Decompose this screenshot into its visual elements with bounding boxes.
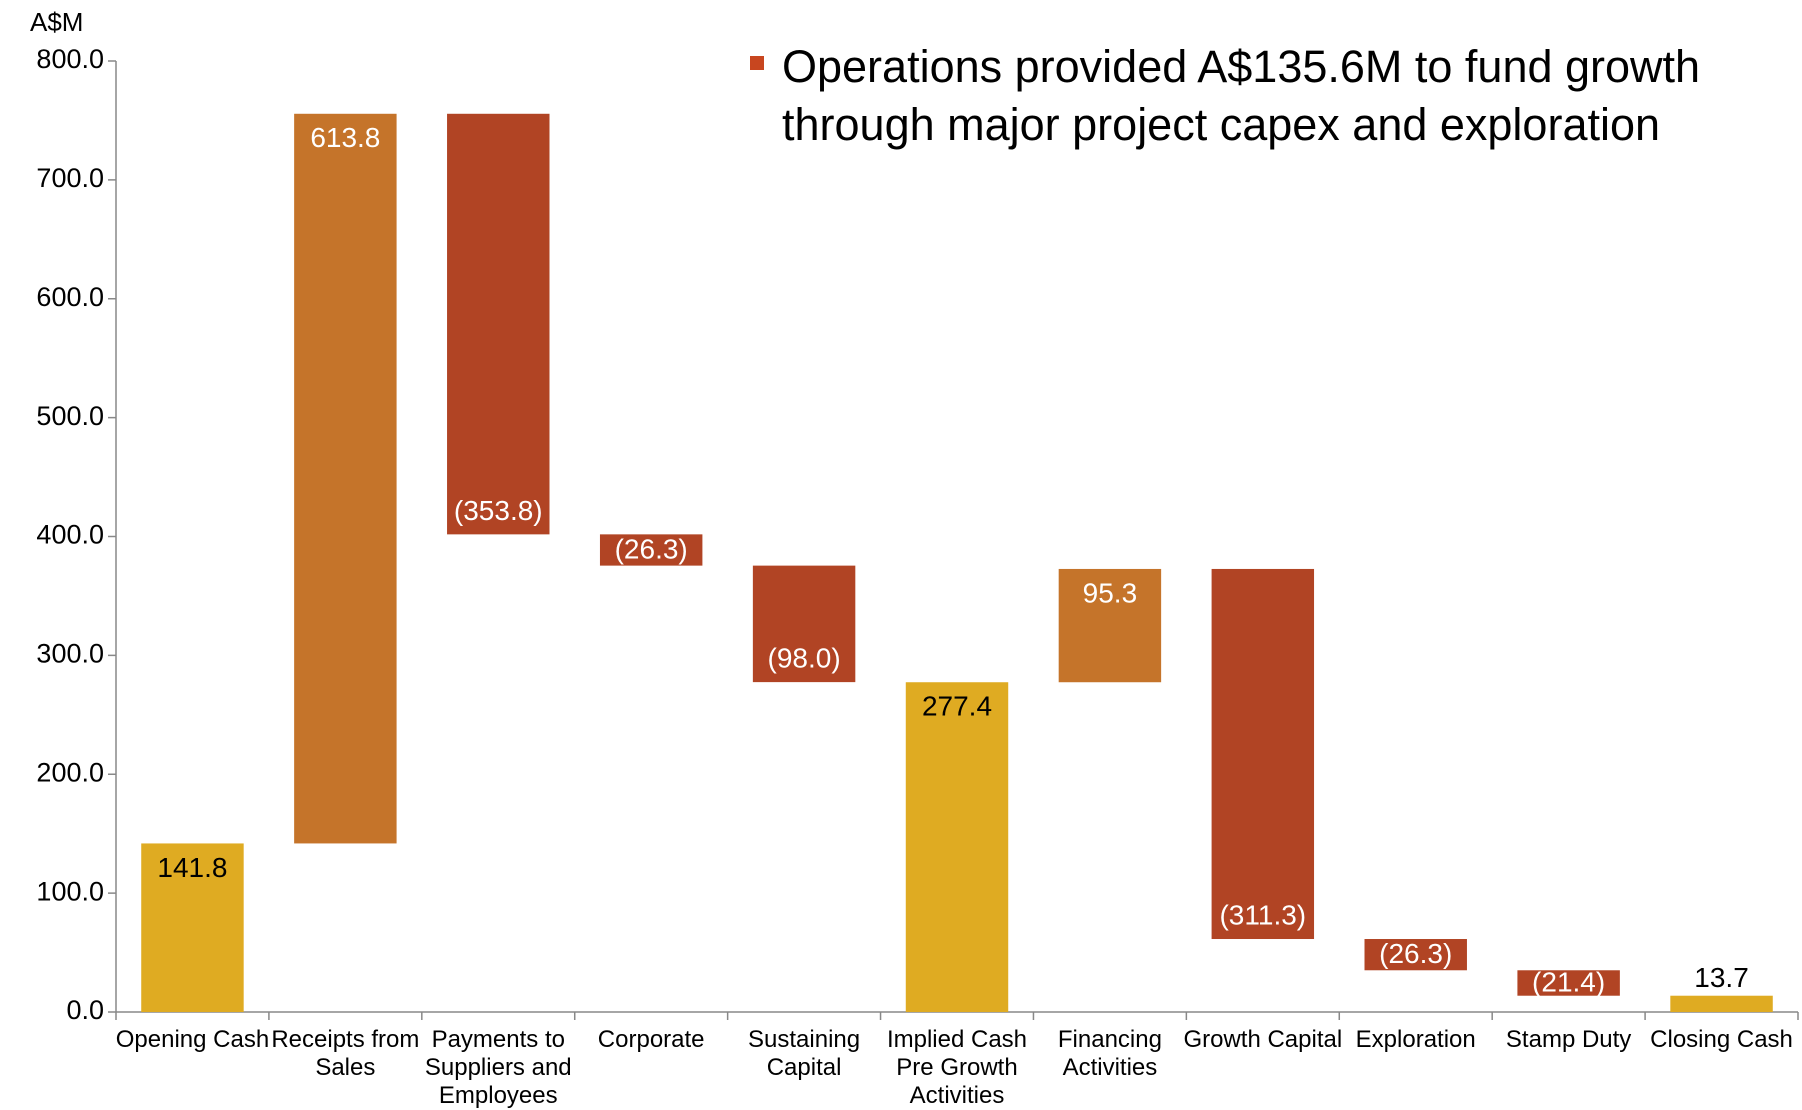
y-tick-label: 800.0 [36,44,104,74]
x-tick-label: Opening Cash [115,1026,270,1053]
bar [1670,995,1773,1012]
value-label: (98.0) [768,643,841,674]
x-tick-label: Growth Capital [1183,1026,1343,1053]
value-label: 613.8 [310,122,380,153]
x-tick-label: Financing Activities [1057,1026,1162,1081]
bar [141,843,244,1012]
value-label: (311.3) [1219,899,1306,930]
bar [752,565,856,683]
value-label: 277.4 [922,691,992,722]
value-label: (26.3) [615,533,688,564]
y-tick-label: 0.0 [66,995,104,1025]
bar [1517,970,1620,996]
y-tick-label: 300.0 [36,639,104,669]
y-unit-label: A$M [30,7,83,37]
y-tick-label: 700.0 [36,163,104,193]
bar [1211,568,1315,940]
bar [599,534,703,566]
x-tick-label: Stamp Duty [1505,1026,1632,1053]
y-tick-label: 200.0 [36,757,104,787]
x-tick-label: Implied Cash Pre Growth Activities [886,1026,1028,1109]
x-tick-label: Sustaining Capital [748,1026,861,1081]
bar [294,113,397,844]
bar [1058,568,1162,683]
value-label: 95.3 [1083,577,1138,608]
x-tick-label: Closing Cash [1650,1026,1793,1053]
value-label: (26.3) [1379,938,1452,969]
value-label: (353.8) [454,495,543,526]
y-tick-label: 400.0 [36,520,104,550]
bar [1364,939,1467,971]
value-label: 13.7 [1694,962,1749,993]
bullet [750,56,764,70]
value-label: (21.4) [1532,966,1605,997]
value-label: 141.8 [157,852,227,883]
y-tick-label: 600.0 [36,282,104,312]
bar [905,682,1009,1012]
bar [447,113,550,535]
annotation: Operations provided A$135.6M to fund gro… [782,41,1701,150]
x-tick-label: Payments to Suppliers and Employees [424,1026,572,1109]
x-tick-label: Corporate [597,1026,705,1053]
x-tick-label: Receipts from Sales [271,1026,420,1081]
x-tick-label: Exploration [1355,1026,1476,1053]
y-tick-label: 100.0 [36,876,104,906]
y-tick-label: 500.0 [36,401,104,431]
